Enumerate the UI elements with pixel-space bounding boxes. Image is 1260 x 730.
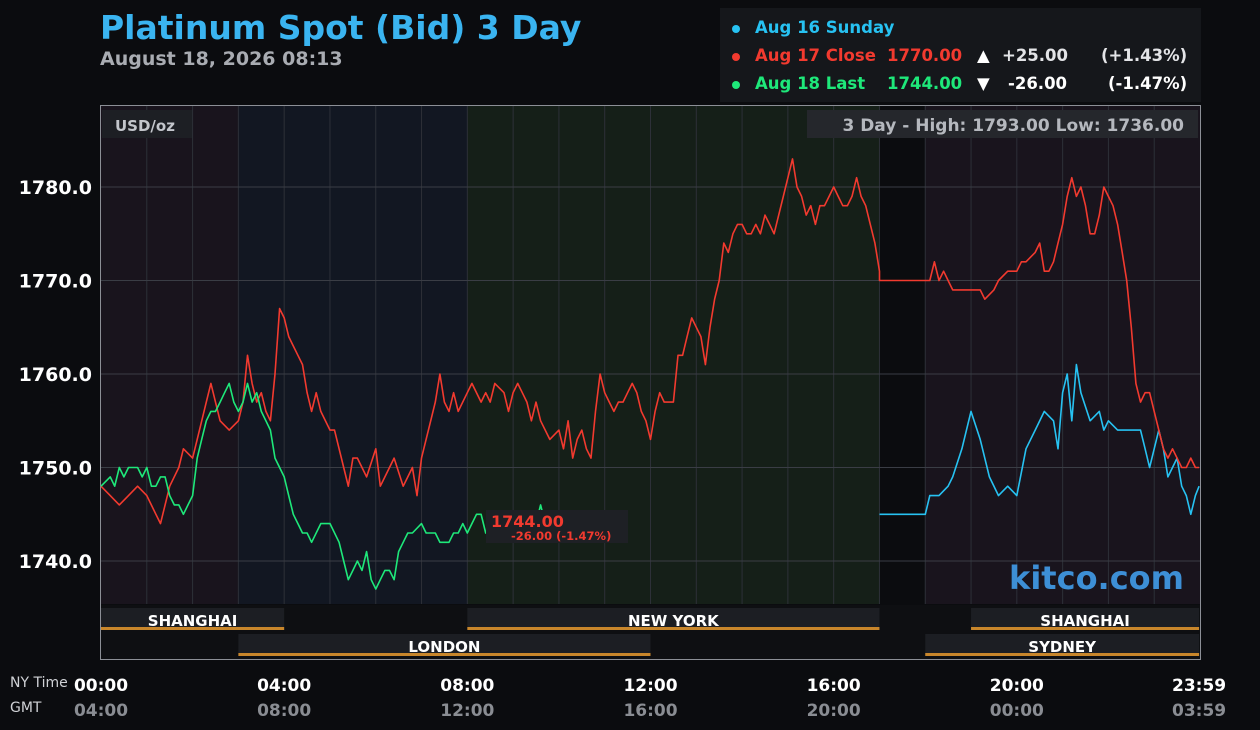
gmt-label: GMT	[10, 700, 42, 716]
legend-percent: (+1.43%)	[1101, 46, 1188, 65]
legend-dot-icon	[732, 81, 740, 89]
legend-price: 1770.00	[887, 46, 963, 65]
session-box	[925, 634, 1200, 656]
gmt-tick: 20:00	[806, 701, 861, 721]
ny-time-tick: 08:00	[440, 676, 495, 696]
y-tick-label: 1780.0	[19, 177, 92, 199]
legend-arrow-up-icon: ▲	[977, 46, 990, 65]
session-band	[238, 106, 468, 604]
legend-label: Aug 17 Close	[755, 46, 876, 65]
y-axis-labels: 1740.0 1750.0 1760.0 1770.0 1780.0	[19, 177, 92, 573]
legend-row-aug17: Aug 17 Close 1770.00 ▲ +25.00 (+1.43%)	[720, 46, 1201, 70]
series-line	[100, 158, 1200, 525]
y-tick-label: 1740.0	[19, 551, 92, 573]
chart-title: Platinum Spot (Bid) 3 Day	[100, 8, 582, 47]
ny-time-tick: 12:00	[623, 676, 678, 696]
legend-label: Aug 16 Sunday	[755, 18, 895, 37]
gmt-tick: 00:00	[989, 701, 1044, 721]
market-sessions: SHANGHAI NEW YORK SHANGHAI LONDON SYDNEY	[101, 605, 1200, 659]
session-band	[879, 106, 926, 604]
gmt-tick: 03:59	[1172, 701, 1227, 721]
session-underline	[101, 627, 285, 630]
session-underline	[925, 653, 1200, 656]
chart-grid	[101, 106, 1200, 604]
gmt-tick: 08:00	[257, 701, 312, 721]
session-box	[238, 634, 651, 656]
legend-change: -26.00	[1008, 74, 1068, 93]
session-label: LONDON	[408, 638, 480, 656]
plot-border	[100, 105, 1201, 660]
range-box	[807, 110, 1198, 138]
legend-arrow-down-icon: ▼	[977, 74, 990, 93]
session-box	[467, 608, 880, 630]
unit-box	[102, 110, 192, 138]
chart-datetime: August 18, 2026 08:13	[100, 48, 343, 70]
legend-price: 1744.00	[887, 74, 963, 93]
session-box	[971, 608, 1200, 630]
ny-time-tick: 04:00	[257, 676, 312, 696]
legend-change: +25.00	[1002, 46, 1069, 65]
gmt-tick: 12:00	[440, 701, 495, 721]
y-tick-label: 1770.0	[19, 271, 92, 293]
session-underline	[467, 627, 880, 630]
last-price-change: -26.00 (-1.47%)	[511, 529, 611, 543]
ny-time-tick: 20:00	[989, 676, 1044, 696]
legend-row-aug18: Aug 18 Last 1744.00 ▼ -26.00 (-1.47%)	[720, 74, 1201, 98]
y-tick-label: 1760.0	[19, 364, 92, 386]
session-underline	[971, 627, 1200, 630]
legend-row-aug16: Aug 16 Sunday	[720, 18, 1201, 42]
last-price-value: 1744.00	[491, 512, 564, 531]
session-underline	[238, 653, 651, 656]
ny-time-tick: 16:00	[806, 676, 861, 696]
legend-dot-icon	[732, 25, 740, 33]
ny-time-tick: 23:59	[1172, 676, 1227, 696]
session-label: NEW YORK	[628, 612, 720, 630]
y-tick-label: 1750.0	[19, 458, 92, 480]
unit-label: USD/oz	[115, 117, 175, 135]
legend-panel: Aug 16 Sunday Aug 17 Close 1770.00 ▲ +25…	[720, 8, 1201, 102]
session-label: SHANGHAI	[1040, 612, 1130, 630]
gmt-tick: 16:00	[623, 701, 678, 721]
session-label: SHANGHAI	[148, 612, 238, 630]
session-box	[101, 608, 285, 630]
legend-dot-icon	[732, 53, 740, 61]
ny-time-tick: 00:00	[73, 676, 129, 696]
session-label: SYDNEY	[1028, 638, 1097, 656]
ny-time-label: NY Time	[10, 675, 68, 691]
gmt-tick: 04:00	[73, 701, 129, 721]
legend-label: Aug 18 Last	[755, 74, 866, 93]
kitco-watermark: kitco.com	[1009, 559, 1184, 597]
session-band	[101, 106, 239, 604]
legend-percent: (-1.47%)	[1108, 74, 1188, 93]
range-label: 3 Day - High: 1793.00 Low: 1736.00	[842, 116, 1184, 136]
last-price-marker: 1744.00 -26.00 (-1.47%)	[486, 510, 628, 543]
last-price-box	[486, 510, 628, 543]
